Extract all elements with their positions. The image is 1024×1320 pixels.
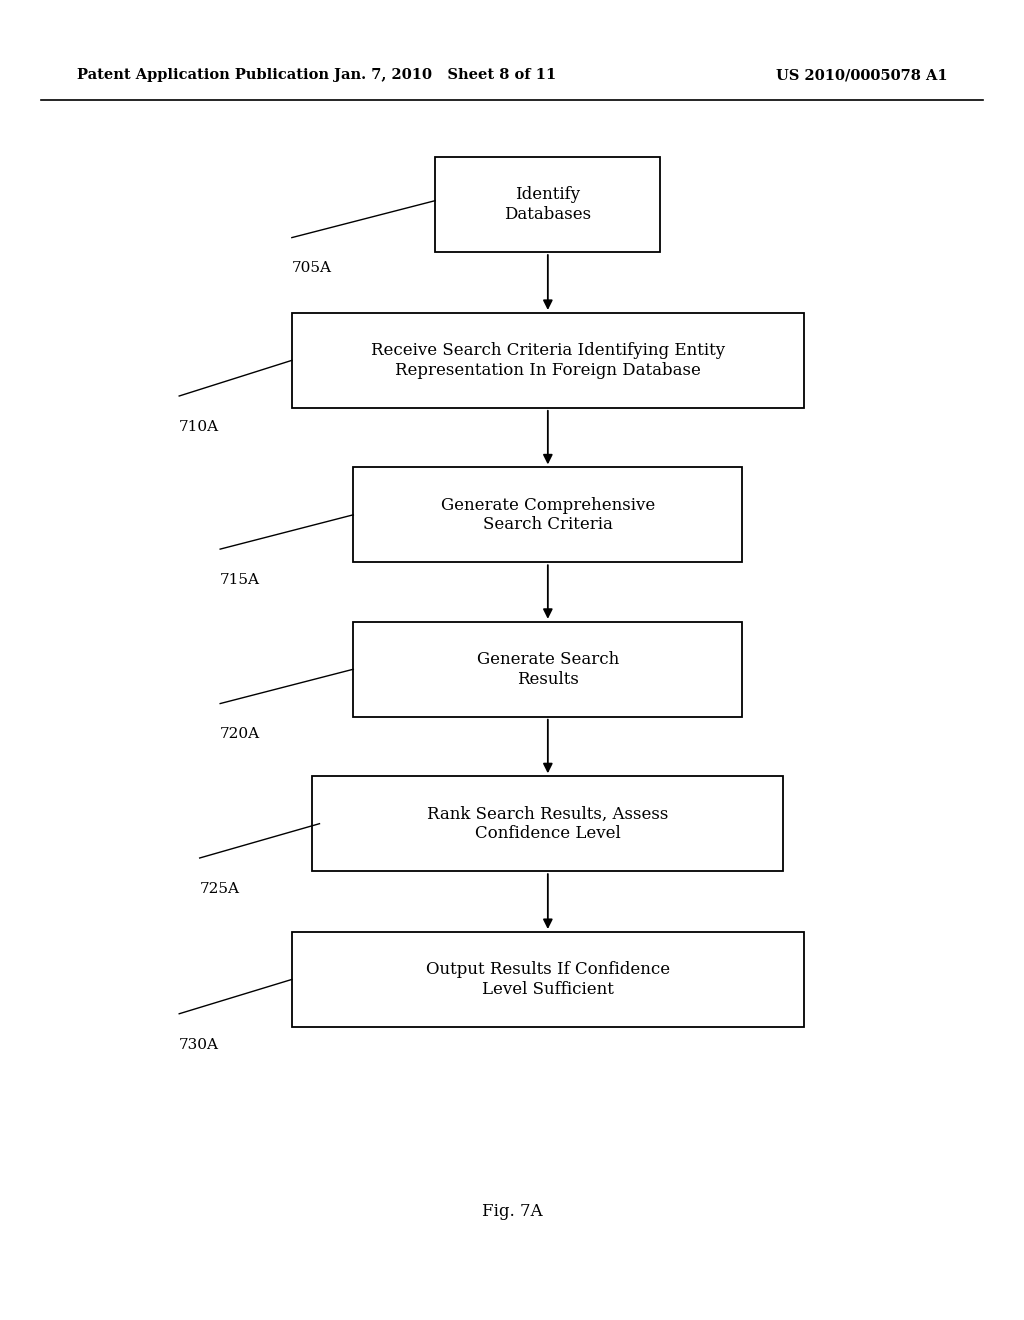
Bar (353, 622, 742, 717)
Text: Generate Search
Results: Generate Search Results (477, 651, 618, 688)
Text: Fig. 7A: Fig. 7A (481, 1204, 543, 1220)
Text: Patent Application Publication: Patent Application Publication (77, 69, 329, 82)
Text: Jan. 7, 2010   Sheet 8 of 11: Jan. 7, 2010 Sheet 8 of 11 (334, 69, 557, 82)
Text: Receive Search Criteria Identifying Entity
Representation In Foreign Database: Receive Search Criteria Identifying Enti… (371, 342, 725, 379)
Text: 725A: 725A (200, 882, 240, 896)
Bar (292, 932, 804, 1027)
Text: Output Results If Confidence
Level Sufficient: Output Results If Confidence Level Suffi… (426, 961, 670, 998)
Text: 710A: 710A (179, 420, 219, 434)
Bar (435, 157, 660, 252)
Text: 715A: 715A (220, 573, 260, 587)
Text: US 2010/0005078 A1: US 2010/0005078 A1 (775, 69, 947, 82)
Text: Generate Comprehensive
Search Criteria: Generate Comprehensive Search Criteria (440, 496, 655, 533)
Bar (312, 776, 783, 871)
Text: Identify
Databases: Identify Databases (504, 186, 592, 223)
Text: 730A: 730A (179, 1038, 219, 1052)
Bar (292, 313, 804, 408)
Bar (353, 467, 742, 562)
Text: Rank Search Results, Assess
Confidence Level: Rank Search Results, Assess Confidence L… (427, 805, 669, 842)
Text: 720A: 720A (220, 727, 260, 742)
Text: 705A: 705A (292, 261, 332, 276)
